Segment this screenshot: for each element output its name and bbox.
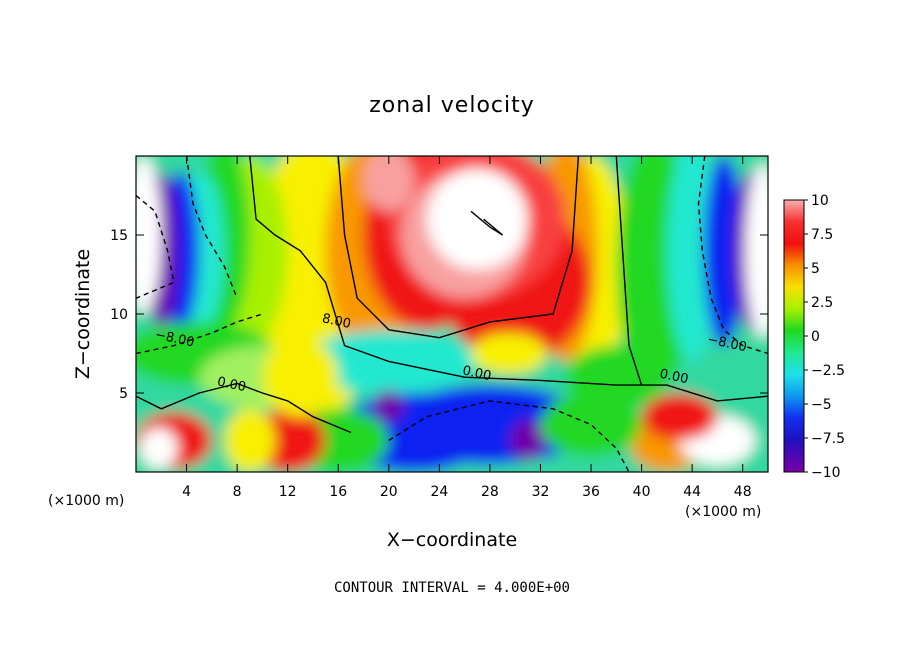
x-tick-label: 32 bbox=[532, 484, 550, 500]
x-tick-label: 40 bbox=[633, 484, 651, 500]
y-axis-ticks: 5 10 15 bbox=[110, 228, 768, 402]
x-tick-label: 44 bbox=[683, 484, 701, 500]
colorbar-tick-label: 7.5 bbox=[811, 227, 833, 243]
x-tick-label: 12 bbox=[279, 484, 297, 500]
colorbar bbox=[783, 199, 805, 473]
y-tick-label: 15 bbox=[110, 228, 128, 244]
contour-label: 0.00 bbox=[658, 367, 689, 388]
y-tick-label: 5 bbox=[119, 386, 128, 402]
colorbar-ticks: 10 7.5 5 2.5 0 −2.5 −5 −7.5 −10 bbox=[804, 193, 845, 481]
x-tick-label: 36 bbox=[582, 484, 600, 500]
contour-interval-note: CONTOUR INTERVAL = 4.000E+00 bbox=[334, 580, 570, 596]
colorbar-tick-label: −2.5 bbox=[811, 363, 845, 379]
x-unit-left: (×1000 m) bbox=[48, 493, 124, 509]
colorbar-tick-label: −7.5 bbox=[811, 431, 845, 447]
x-unit-right: (×1000 m) bbox=[685, 504, 761, 520]
colorbar-tick-label: −5 bbox=[811, 397, 832, 413]
x-tick-label: 8 bbox=[233, 484, 242, 500]
x-axis-label: X−coordinate bbox=[387, 529, 517, 551]
x-tick-label: 24 bbox=[430, 484, 448, 500]
x-tick-label: 20 bbox=[380, 484, 398, 500]
contour-labels: 8.00−8.000.000.00 0.00−8.00 bbox=[154, 311, 748, 395]
chart-title: zonal velocity bbox=[369, 93, 535, 118]
colorbar-tick-label: 5 bbox=[811, 261, 820, 277]
y-axis-label: Z−coordinate bbox=[72, 249, 94, 379]
colorbar-tick-label: −10 bbox=[811, 465, 841, 481]
x-tick-label: 16 bbox=[329, 484, 347, 500]
colorbar-tick-label: 10 bbox=[811, 193, 829, 209]
y-tick-label: 10 bbox=[110, 307, 128, 323]
x-tick-label: 28 bbox=[481, 484, 499, 500]
x-tick-label: 48 bbox=[734, 484, 752, 500]
contour-label: 0.00 bbox=[461, 363, 492, 384]
contour-label: 8.00 bbox=[321, 311, 352, 332]
colorbar-tick-label: 0 bbox=[811, 329, 820, 345]
x-tick-label: 4 bbox=[182, 484, 191, 500]
colorbar-tick-label: 2.5 bbox=[811, 295, 833, 311]
contour-lines bbox=[136, 156, 768, 472]
velocity-field bbox=[136, 156, 768, 472]
x-axis-ticks: 4 8 12 16 20 24 28 32 36 40 44 48 bbox=[182, 156, 752, 500]
contour-label: 0.00 bbox=[216, 374, 247, 395]
